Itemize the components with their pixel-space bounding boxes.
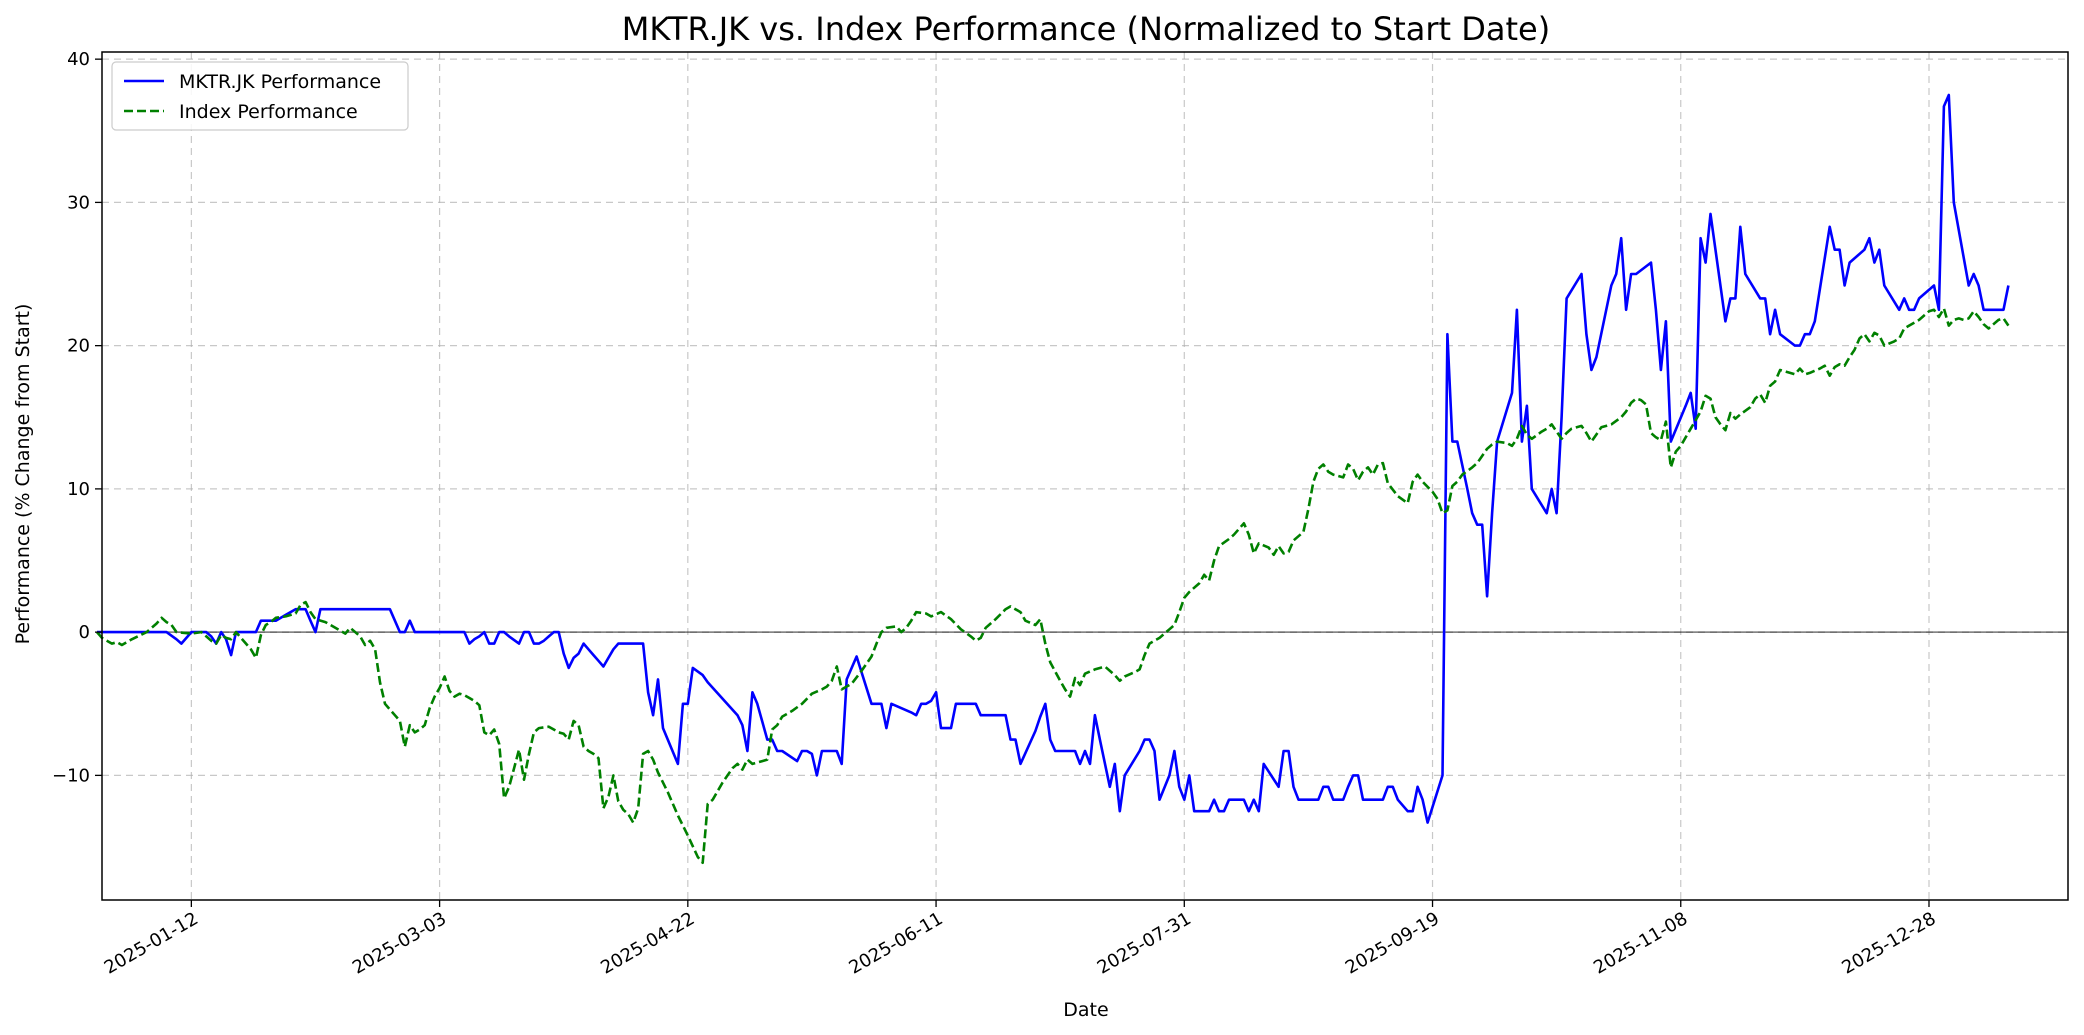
chart-title: MKTR.JK vs. Index Performance (Normalize… <box>622 10 1550 48</box>
y-tick-label: 30 <box>67 192 90 213</box>
legend-label-index: Index Performance <box>179 101 358 123</box>
y-tick-label: 0 <box>79 622 90 643</box>
y-tick-label: 40 <box>67 49 90 70</box>
legend-label-mktr: MKTR.JK Performance <box>179 71 381 93</box>
series-line-mktr <box>97 93 2010 824</box>
legend-box <box>111 61 409 131</box>
legend: MKTR.JK Performance Index Performance <box>111 61 409 131</box>
plot-frame <box>101 51 2069 901</box>
series-line-index <box>96 307 2010 865</box>
y-tick-label: 20 <box>67 336 90 357</box>
y-tick-label: 10 <box>67 479 90 500</box>
x-axis-label: Date <box>1063 999 1108 1021</box>
y-tick-label: −10 <box>52 765 90 786</box>
y-axis-label: Performance (% Change from Start) <box>12 304 34 645</box>
series-group <box>96 93 2010 865</box>
